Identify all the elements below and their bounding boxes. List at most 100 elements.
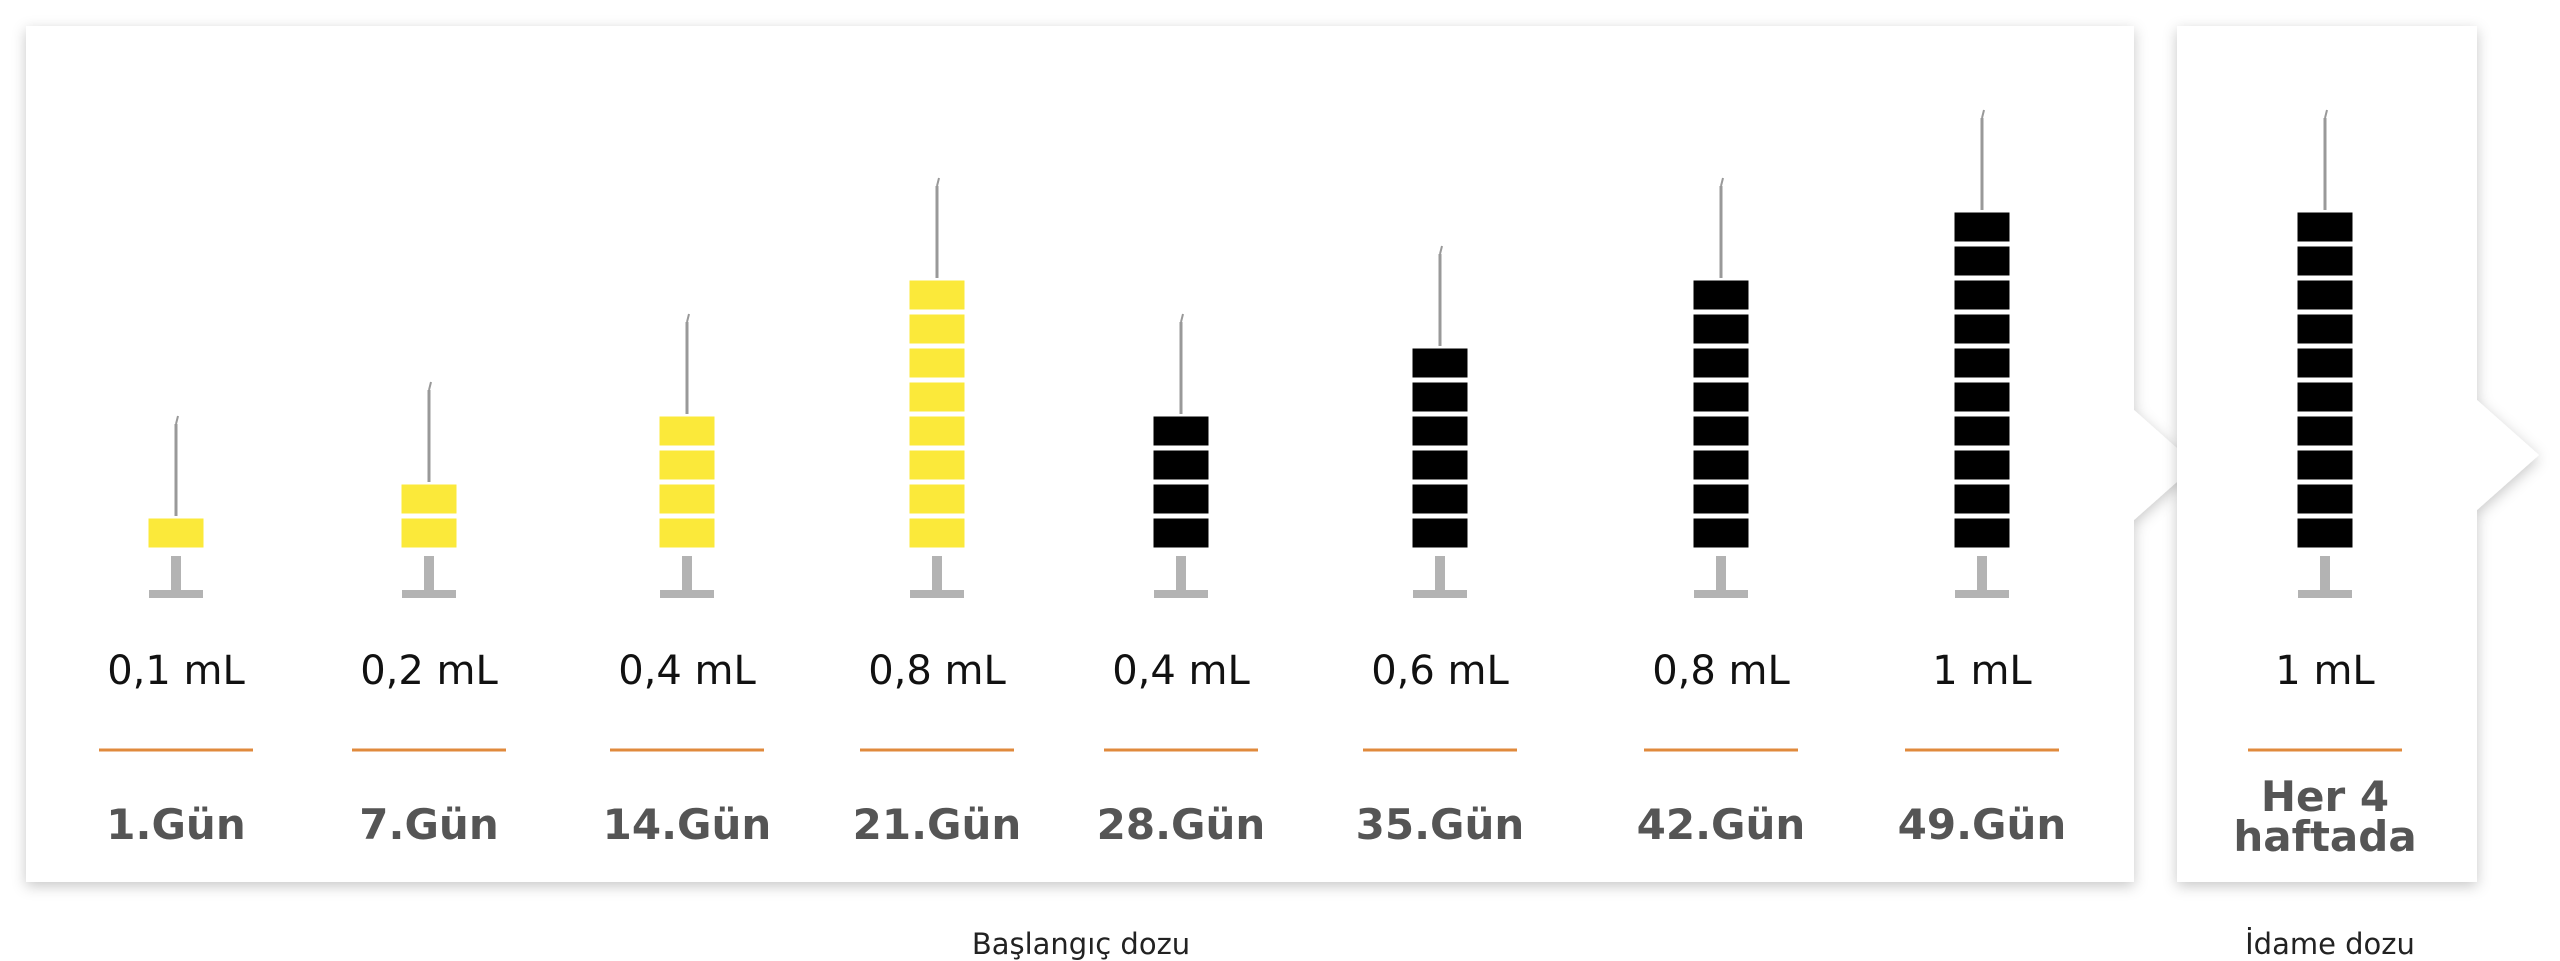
- dose-label: 1 mL: [1932, 648, 2032, 694]
- barrel-segment: [659, 450, 715, 480]
- needle-tip: [686, 313, 690, 323]
- needle-tip: [1180, 313, 1184, 323]
- barrel-segment: [909, 280, 965, 310]
- needle-tip: [428, 381, 432, 391]
- day-label: 49.Gün: [1897, 800, 2067, 849]
- dose-label: 0,4 mL: [1112, 648, 1250, 694]
- plunger-stem: [1716, 556, 1726, 592]
- barrel-segment: [1153, 416, 1209, 446]
- barrel-segment: [659, 416, 715, 446]
- barrel-segment: [1693, 450, 1749, 480]
- barrel-segment: [1693, 348, 1749, 378]
- syringe-barrel: [401, 484, 457, 548]
- needle-tip: [2324, 109, 2328, 119]
- plunger-stem: [1176, 556, 1186, 592]
- barrel-segment: [1954, 484, 2010, 514]
- barrel-segment: [1693, 280, 1749, 310]
- maintenance-card: [2177, 26, 2539, 882]
- dose-label: 0,8 mL: [1652, 648, 1790, 694]
- barrel-segment: [659, 484, 715, 514]
- barrel-segment: [2297, 484, 2353, 514]
- dose-label: 0,6 mL: [1371, 648, 1509, 694]
- day-label: 35.Gün: [1355, 800, 1525, 849]
- plunger-base: [660, 590, 714, 598]
- day-label: 42.Gün: [1636, 800, 1806, 849]
- barrel-segment: [909, 382, 965, 412]
- barrel-segment: [1954, 450, 2010, 480]
- day-label: 28.Gün: [1096, 800, 1266, 849]
- barrel-segment: [1693, 484, 1749, 514]
- barrel-segment: [1954, 280, 2010, 310]
- barrel-segment: [1153, 518, 1209, 548]
- main-card: [26, 26, 2196, 882]
- plunger-stem: [171, 556, 181, 592]
- barrel-segment: [909, 518, 965, 548]
- plunger-base: [402, 590, 456, 598]
- group-label: İdame dozu: [2245, 927, 2415, 961]
- syringe-barrel: [659, 416, 715, 548]
- needle-tip: [1981, 109, 1985, 119]
- syringe-barrel: [1954, 212, 2010, 548]
- dose-label: 0,1 mL: [107, 648, 245, 694]
- plunger-stem: [2320, 556, 2330, 592]
- barrel-segment: [1412, 382, 1468, 412]
- barrel-segment: [148, 518, 204, 548]
- barrel-segment: [1954, 416, 2010, 446]
- barrel-segment: [1954, 246, 2010, 276]
- day-label: 7.Gün: [359, 800, 499, 849]
- syringe-barrel: [909, 280, 965, 548]
- plunger-base: [1154, 590, 1208, 598]
- barrel-segment: [1412, 450, 1468, 480]
- barrel-segment: [2297, 518, 2353, 548]
- barrel-segment: [909, 484, 965, 514]
- syringe-barrel: [1153, 416, 1209, 548]
- barrel-segment: [1412, 484, 1468, 514]
- barrel-segment: [2297, 212, 2353, 242]
- syringe-barrel: [1693, 280, 1749, 548]
- barrel-segment: [1412, 518, 1468, 548]
- barrel-segment: [909, 416, 965, 446]
- plunger-base: [910, 590, 964, 598]
- needle-tip: [936, 177, 940, 187]
- syringe-barrel: [2297, 212, 2353, 548]
- dose-label: 0,2 mL: [360, 648, 498, 694]
- barrel-segment: [2297, 450, 2353, 480]
- barrel-segment: [2297, 416, 2353, 446]
- plunger-stem: [424, 556, 434, 592]
- barrel-segment: [1954, 518, 2010, 548]
- plunger-stem: [1435, 556, 1445, 592]
- barrel-segment: [909, 450, 965, 480]
- plunger-stem: [1977, 556, 1987, 592]
- barrel-segment: [2297, 382, 2353, 412]
- plunger-base: [149, 590, 203, 598]
- plunger-stem: [682, 556, 692, 592]
- barrel-segment: [1954, 212, 2010, 242]
- syringe-barrel: [148, 518, 204, 548]
- needle-tip: [1720, 177, 1724, 187]
- barrel-segment: [909, 348, 965, 378]
- syringe-barrel: [1412, 348, 1468, 548]
- barrel-segment: [1153, 484, 1209, 514]
- barrel-segment: [909, 314, 965, 344]
- barrel-segment: [659, 518, 715, 548]
- plunger-base: [1694, 590, 1748, 598]
- barrel-segment: [1153, 450, 1209, 480]
- day-label: Her 4 haftada: [2233, 772, 2417, 861]
- barrel-segment: [1954, 348, 2010, 378]
- day-label: 14.Gün: [602, 800, 772, 849]
- needle-tip: [175, 415, 179, 425]
- barrel-segment: [2297, 314, 2353, 344]
- barrel-segment: [401, 518, 457, 548]
- plunger-base: [1413, 590, 1467, 598]
- barrel-segment: [1412, 348, 1468, 378]
- needle-tip: [1439, 245, 1443, 255]
- barrel-segment: [1412, 416, 1468, 446]
- plunger-stem: [932, 556, 942, 592]
- plunger-base: [2298, 590, 2352, 598]
- dose-label: 0,8 mL: [868, 648, 1006, 694]
- barrel-segment: [1693, 518, 1749, 548]
- group-label: Başlangıç dozu: [971, 927, 1191, 961]
- barrel-segment: [1954, 382, 2010, 412]
